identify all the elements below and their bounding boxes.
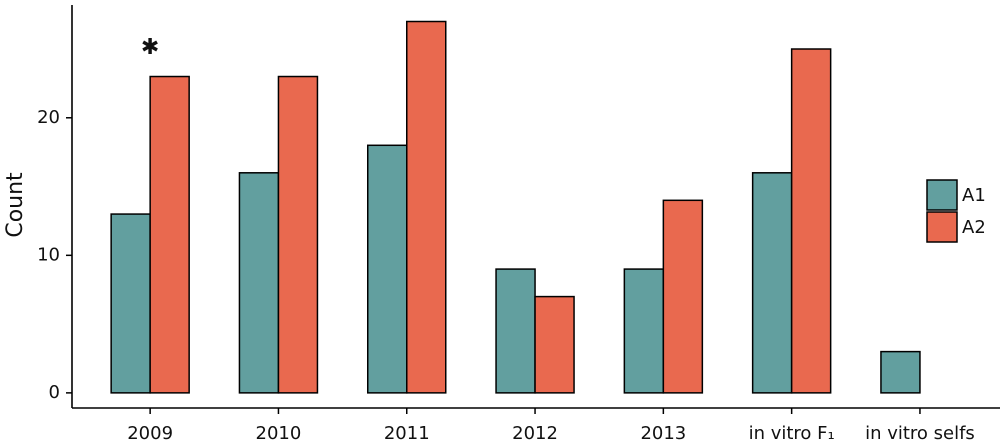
y-tick-label: 10 [37,244,60,265]
y-tick-label: 20 [37,107,60,128]
x-tick-label: 2010 [256,423,302,444]
bar [790,48,832,394]
x-tick-label: in vitro F₁ [749,423,835,444]
bar [277,75,319,394]
bar [880,350,921,394]
x-tick-label: 2011 [384,423,430,444]
x-tick-label: 2013 [640,423,686,444]
legend-label: A1 [962,185,986,206]
y-tick-label: 0 [49,382,60,403]
legend-swatch [926,211,958,243]
x-tick-label: 2009 [127,423,173,444]
x-tick-label: in vitro selfs [865,423,975,444]
bar [751,172,793,394]
x-tick-label: 2012 [512,423,558,444]
bar [238,172,280,394]
legend-swatch [926,179,958,211]
bar [367,144,408,394]
bar [110,213,151,394]
y-axis-label: Count [3,172,28,238]
bar [623,268,665,394]
bar [495,268,536,394]
bar [534,295,575,394]
legend-label: A2 [962,217,986,238]
bar [662,199,704,394]
bar [149,75,190,394]
annotation: ✱ [141,35,159,60]
bar [406,20,447,394]
